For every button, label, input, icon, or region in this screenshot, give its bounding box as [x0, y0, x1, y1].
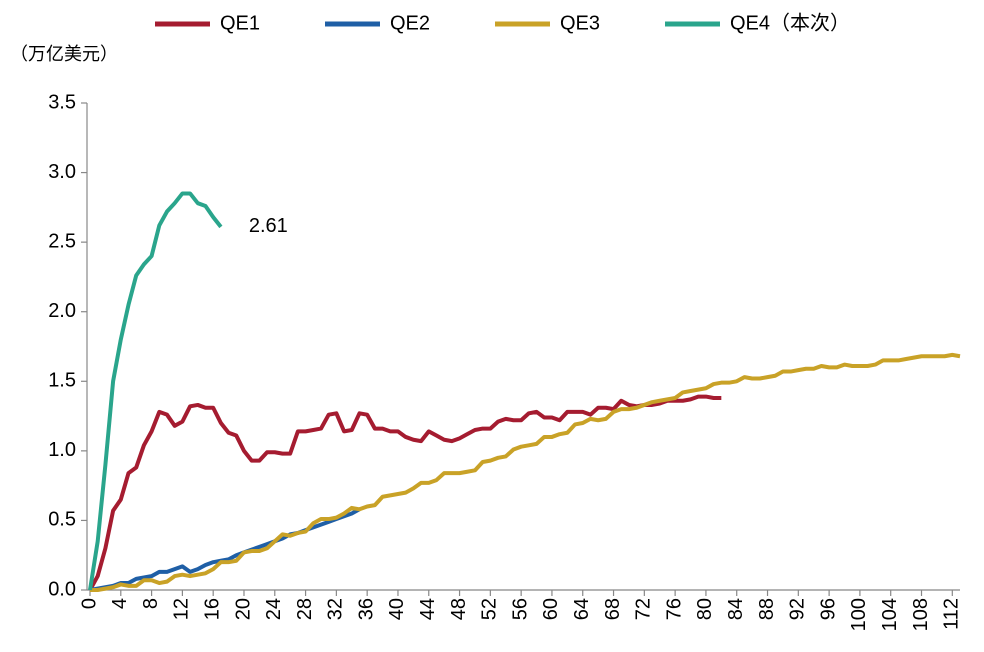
- x-tick-label: 32: [325, 598, 347, 620]
- x-tick-label: 96: [817, 598, 839, 620]
- x-tick-label: 100: [848, 598, 870, 631]
- x-tick-label: 72: [633, 598, 655, 620]
- x-tick-label: 36: [355, 598, 377, 620]
- x-tick-label: 20: [232, 598, 254, 620]
- x-tick-label: 60: [540, 598, 562, 620]
- x-tick-label: 88: [756, 598, 778, 620]
- series-line: [88, 191, 223, 591]
- legend-label: QE4（本次）: [730, 11, 850, 34]
- x-tick-label: 40: [386, 598, 408, 620]
- x-tick-label: 56: [509, 598, 531, 620]
- x-tick-label: 52: [479, 598, 501, 620]
- x-tick-label: 12: [171, 598, 193, 620]
- y-tick-label: 1.0: [48, 439, 76, 461]
- x-tick-label: 0: [78, 598, 100, 609]
- series-line: [88, 394, 722, 591]
- x-tick-label: 64: [571, 598, 593, 620]
- annotation: 2.61: [249, 215, 288, 237]
- x-tick-label: 16: [201, 598, 223, 620]
- x-tick-label: 8: [140, 598, 162, 609]
- x-tick-label: 108: [910, 598, 932, 631]
- legend-label: QE3: [560, 12, 600, 34]
- y-tick-label: 3.0: [48, 161, 76, 183]
- y-axis-label: （万亿美元）: [10, 44, 118, 64]
- x-tick-label: 4: [109, 598, 131, 609]
- y-tick-label: 0.0: [48, 578, 76, 600]
- legend-label: QE1: [220, 12, 260, 34]
- x-tick-label: 44: [417, 598, 439, 620]
- y-tick-label: 2.5: [48, 230, 76, 252]
- legend-label: QE2: [390, 12, 430, 34]
- x-tick-label: 92: [787, 598, 809, 620]
- x-tick-label: 84: [725, 598, 747, 620]
- x-tick-label: 24: [263, 598, 285, 620]
- x-tick-label: 28: [294, 598, 316, 620]
- series-line: [89, 507, 361, 592]
- x-tick-label: 80: [694, 598, 716, 620]
- x-tick-label: 68: [602, 598, 624, 620]
- y-tick-label: 1.5: [48, 370, 76, 392]
- y-tick-label: 2.0: [48, 300, 76, 322]
- y-tick-label: 0.5: [48, 509, 76, 531]
- series-line: [90, 352, 961, 592]
- x-tick-label: 112: [941, 598, 963, 630]
- y-tick-label: 3.5: [48, 91, 76, 113]
- x-tick-label: 104: [879, 598, 901, 631]
- x-tick-label: 48: [448, 598, 470, 620]
- x-tick-label: 76: [663, 598, 685, 620]
